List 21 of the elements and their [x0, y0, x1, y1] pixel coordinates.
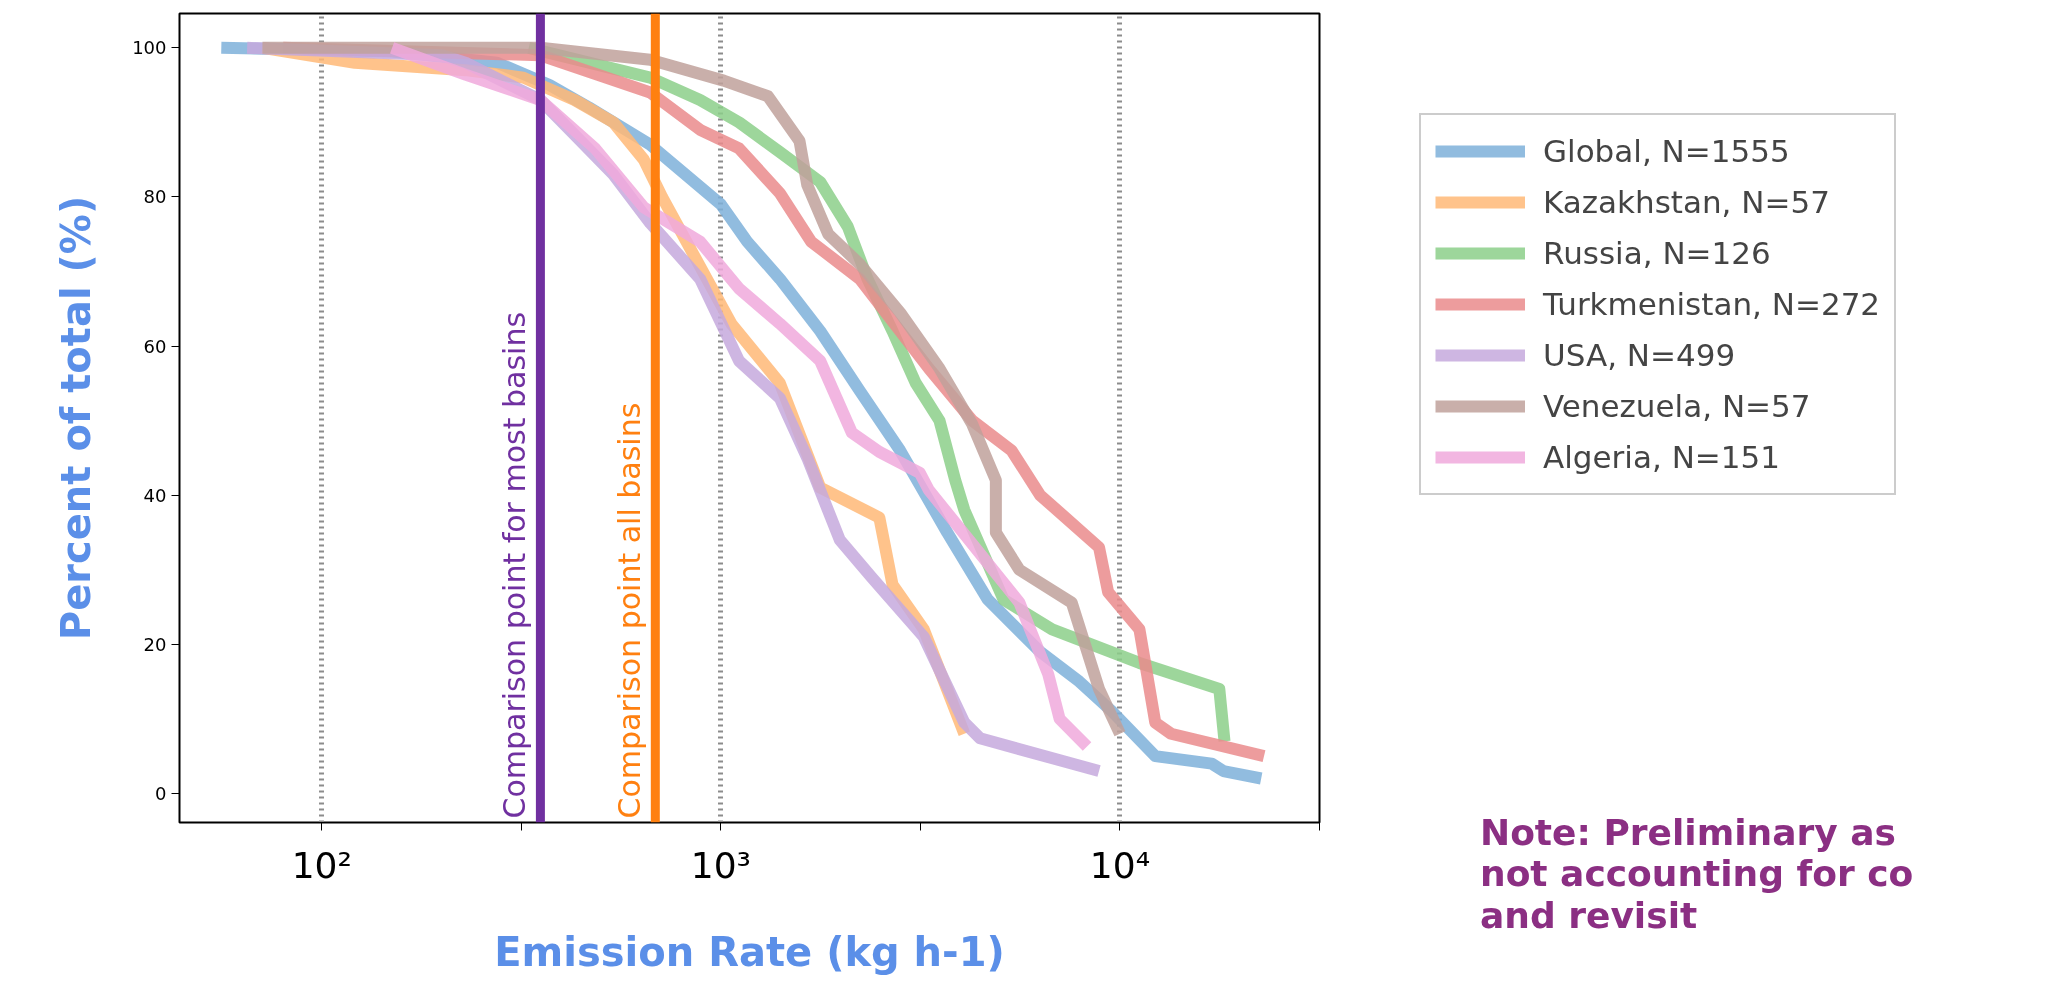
y-tick-label: 100 [132, 37, 167, 59]
legend-label: Global, N=1555 [1543, 132, 1790, 171]
y-tick-label: 40 [143, 484, 167, 506]
x-tick-label: 10⁴ [1089, 844, 1151, 886]
legend-label: Algeria, N=151 [1543, 438, 1780, 477]
y-axis-title: Percent of total (%) [53, 195, 100, 641]
ref-line-label: Comparison point all basins [612, 402, 648, 819]
text: Note: Preliminary as not accounting for co and revisit [1480, 812, 1914, 937]
x-tick-label: 10³ [690, 844, 751, 886]
y-tick-label: 20 [143, 633, 167, 655]
legend-label: Russia, N=126 [1543, 234, 1771, 273]
legend-label: Venezuela, N=57 [1543, 387, 1811, 426]
legend-label: USA, N=499 [1543, 336, 1736, 375]
x-axis-title: Emission Rate (kg h-1) [494, 928, 1005, 975]
legend-label: Kazakhstan, N=57 [1543, 183, 1830, 222]
y-tick-label: 60 [143, 335, 167, 357]
y-tick-label: 0 [155, 782, 167, 804]
legend-label: Turkmenistan, N=272 [1543, 285, 1881, 324]
x-tick-label: 10² [291, 844, 352, 886]
y-tick-label: 80 [143, 186, 167, 208]
ref-line-label: Comparison point for most basins [497, 311, 533, 819]
